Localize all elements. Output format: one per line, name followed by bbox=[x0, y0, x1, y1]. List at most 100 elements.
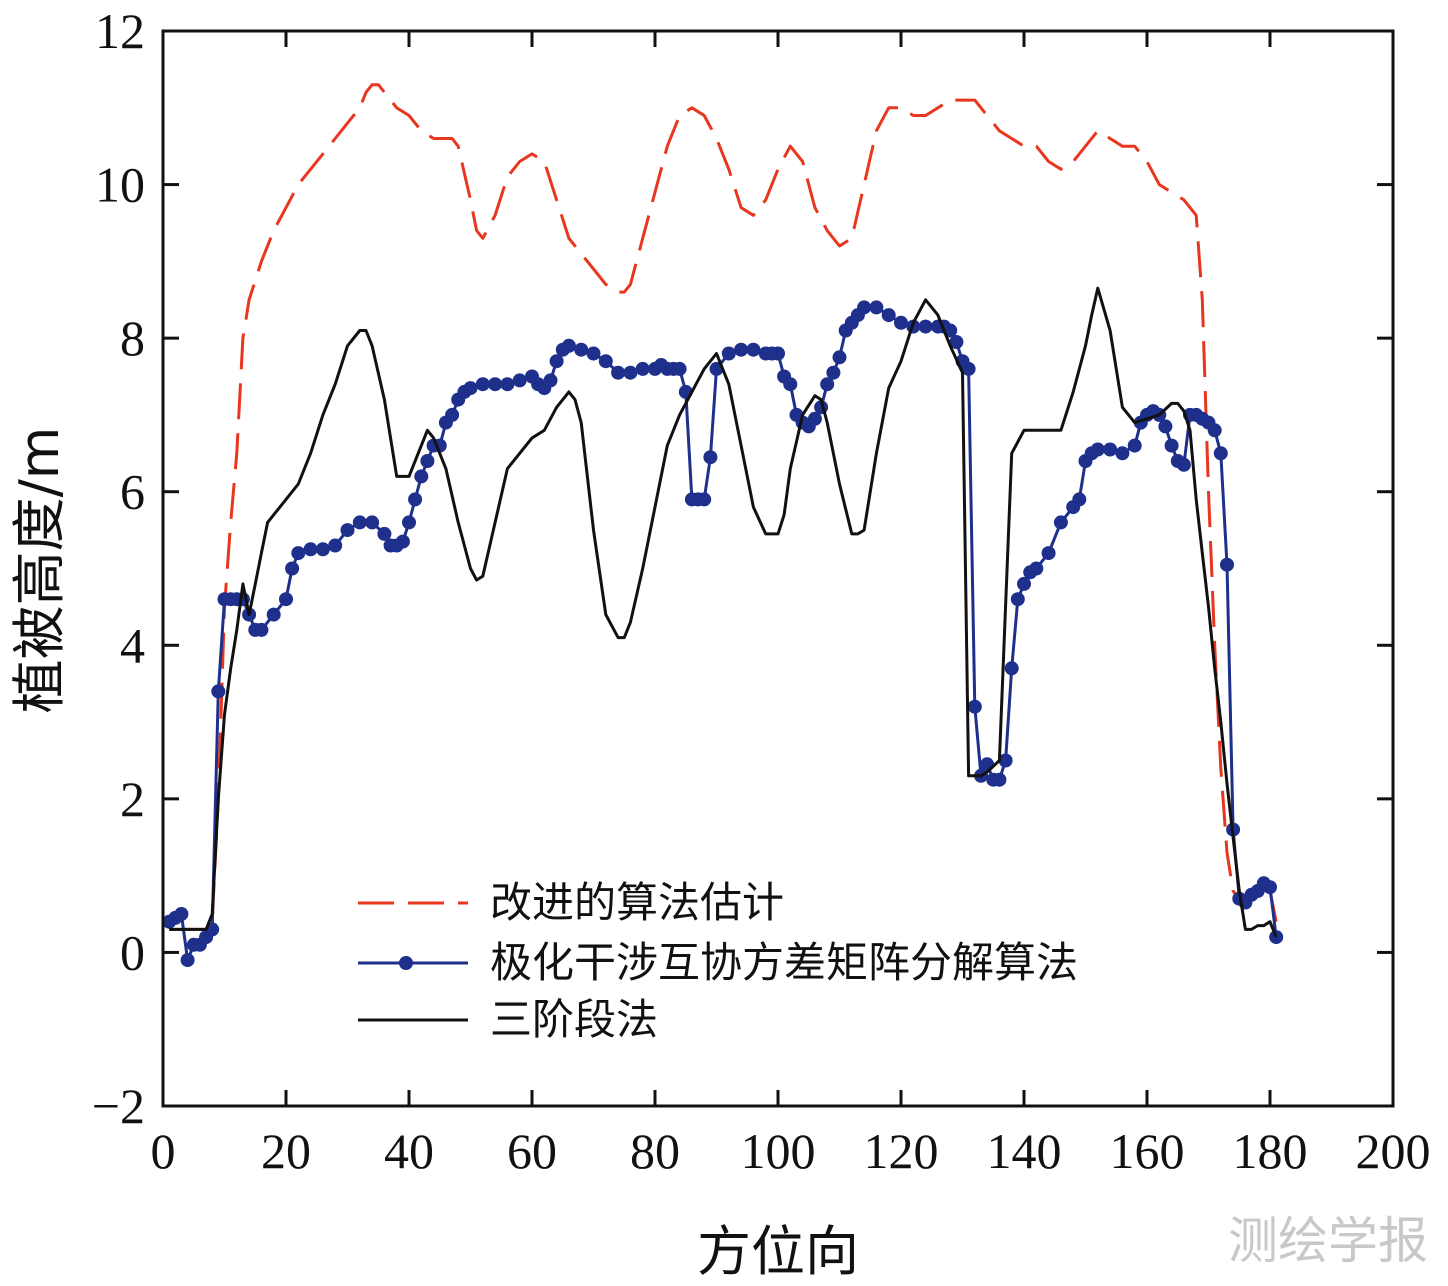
series-point bbox=[1103, 442, 1118, 457]
y-tick-label: −2 bbox=[92, 1078, 145, 1134]
series-point bbox=[1220, 557, 1234, 572]
series-line-1 bbox=[168, 305, 1278, 962]
series-point bbox=[586, 346, 601, 361]
legend: 改进的算法估计 极化干涉互协方差矩阵分解算法 三阶段法 bbox=[358, 878, 1078, 1044]
x-axis-title: 方位向 bbox=[697, 1220, 859, 1283]
series-point bbox=[1010, 592, 1025, 607]
series-point bbox=[611, 365, 626, 380]
series-point bbox=[703, 450, 718, 465]
series-point bbox=[894, 315, 908, 330]
y-tick-label: 0 bbox=[120, 924, 145, 980]
series-point bbox=[328, 538, 343, 553]
x-tick-label: 60 bbox=[507, 1123, 557, 1179]
series-point bbox=[881, 308, 896, 323]
series-line-2 bbox=[169, 286, 1278, 938]
x-tick-label: 120 bbox=[864, 1123, 939, 1179]
series-point bbox=[820, 377, 835, 392]
series-point bbox=[512, 373, 527, 388]
series-point bbox=[561, 338, 576, 353]
series-point bbox=[1017, 576, 1031, 591]
series-point bbox=[832, 350, 847, 365]
x-tick-label: 200 bbox=[1356, 1123, 1431, 1179]
series-point bbox=[1263, 880, 1277, 895]
y-tick-labels: −2 0 2 4 6 8 10 12 bbox=[92, 3, 145, 1134]
series-point bbox=[1090, 442, 1105, 457]
legend-label-three-stage: 三阶段法 bbox=[490, 995, 658, 1044]
series-line-0 bbox=[169, 83, 1278, 931]
series-point bbox=[998, 753, 1013, 768]
x-tick-label: 40 bbox=[384, 1123, 434, 1179]
series-point bbox=[1029, 561, 1044, 576]
series-point bbox=[623, 365, 638, 380]
series-point bbox=[672, 361, 687, 376]
series-point bbox=[291, 546, 306, 561]
series-point bbox=[180, 953, 195, 968]
series-point bbox=[352, 515, 367, 530]
series-point bbox=[783, 377, 798, 392]
x-tick-label: 140 bbox=[987, 1123, 1062, 1179]
x-tick-label: 0 bbox=[151, 1123, 176, 1179]
x-tick-label: 20 bbox=[261, 1123, 311, 1179]
series-point bbox=[266, 607, 281, 622]
series-point bbox=[1176, 457, 1191, 472]
series-point bbox=[807, 411, 822, 426]
series-point bbox=[340, 523, 355, 538]
series-point bbox=[279, 592, 293, 607]
series-point bbox=[395, 534, 410, 549]
series-point bbox=[1053, 515, 1068, 530]
series-point bbox=[869, 300, 884, 315]
series-point bbox=[992, 772, 1007, 787]
x-tick-label: 180 bbox=[1233, 1123, 1308, 1179]
x-tick-label: 160 bbox=[1110, 1123, 1185, 1179]
series-point bbox=[1115, 446, 1130, 461]
y-tick-label: 8 bbox=[120, 310, 145, 366]
series-point bbox=[402, 515, 416, 530]
y-axis-title: 植被高度/m bbox=[8, 427, 71, 714]
series-point bbox=[420, 454, 435, 468]
series-point bbox=[475, 377, 490, 392]
x-tick-labels: 0 20 40 60 80 100 120 140 160 180 200 bbox=[151, 1123, 1431, 1179]
series-point bbox=[414, 469, 429, 484]
series-point bbox=[500, 377, 515, 392]
series-point bbox=[961, 361, 976, 376]
series-point bbox=[697, 492, 712, 507]
y-tick-label: 2 bbox=[120, 771, 145, 827]
series-point bbox=[1164, 438, 1179, 453]
series-point bbox=[174, 907, 189, 921]
series-point bbox=[211, 684, 226, 699]
series-point bbox=[1004, 661, 1019, 676]
series-point bbox=[598, 354, 613, 369]
series-point bbox=[463, 381, 478, 396]
series-point bbox=[543, 373, 558, 388]
series-point bbox=[285, 561, 300, 576]
y-tick-label: 4 bbox=[120, 617, 145, 673]
x-tick-label: 100 bbox=[741, 1123, 816, 1179]
series-point bbox=[734, 342, 749, 357]
legend-label-polinsar: 极化干涉互协方差矩阵分解算法 bbox=[490, 938, 1078, 987]
series-point bbox=[408, 492, 423, 507]
watermark: 测绘学报 bbox=[1228, 1212, 1428, 1270]
series-point bbox=[254, 622, 269, 637]
y-tick-label: 12 bbox=[95, 3, 145, 59]
series-point bbox=[315, 542, 330, 557]
y-tick-label: 10 bbox=[95, 157, 145, 213]
series-point bbox=[488, 377, 503, 392]
ticks bbox=[161, 29, 1395, 1108]
series-point bbox=[1072, 492, 1087, 507]
legend-label-improved: 改进的算法估计 bbox=[490, 878, 784, 927]
series-point bbox=[549, 354, 564, 369]
series-point bbox=[1207, 423, 1222, 438]
series-point bbox=[1158, 419, 1173, 434]
series-point bbox=[857, 300, 872, 315]
series-point bbox=[365, 515, 380, 530]
series-point bbox=[771, 346, 785, 361]
series-point bbox=[445, 407, 460, 422]
plot-lines bbox=[162, 83, 1284, 968]
series-point bbox=[721, 346, 736, 361]
series-point bbox=[1041, 546, 1056, 561]
series-point bbox=[635, 361, 650, 376]
series-point bbox=[303, 542, 318, 557]
series-point bbox=[949, 335, 964, 349]
series-point bbox=[746, 342, 761, 357]
